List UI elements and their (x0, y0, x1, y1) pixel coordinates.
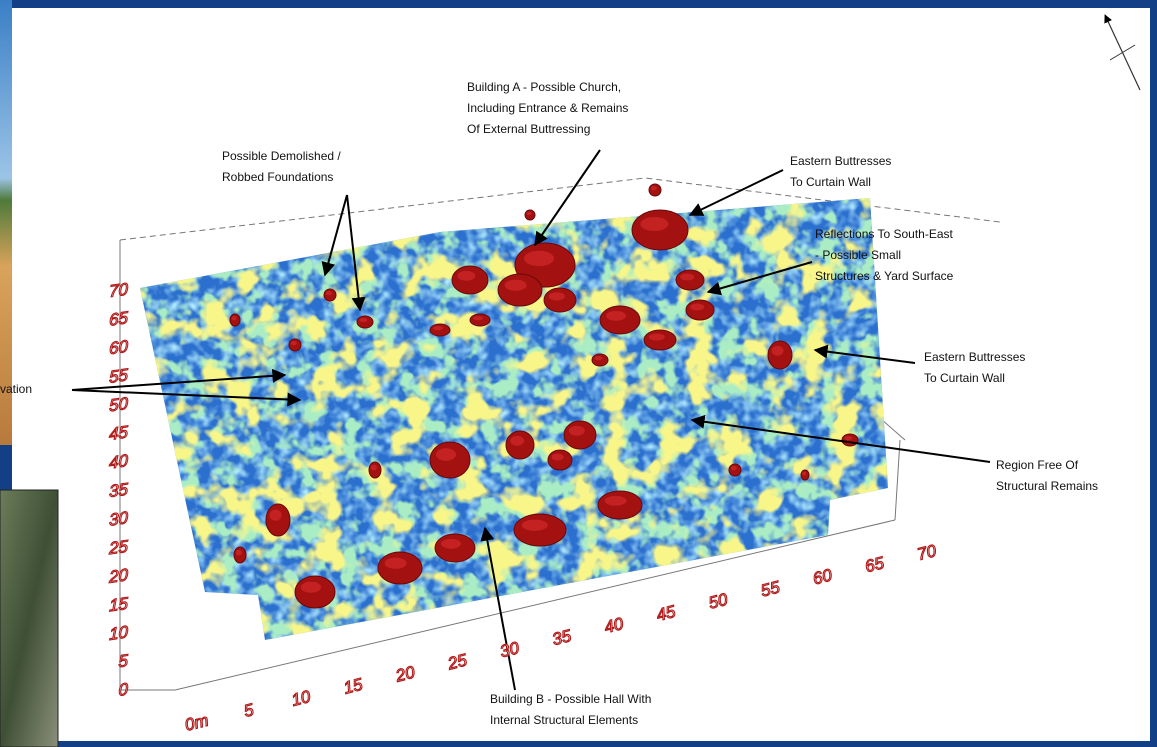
annotation-text: Building A - Possible Church, (467, 80, 621, 94)
y-axis-label: 30 (109, 508, 128, 530)
reflection-highlight (457, 271, 475, 281)
y-axis-label: 15 (109, 594, 128, 616)
reflection-highlight (232, 316, 237, 320)
reflection-highlight (522, 520, 548, 531)
y-axis-label: 65 (109, 308, 128, 330)
reflection-highlight (385, 558, 407, 569)
reflection-highlight (844, 436, 852, 440)
reflection-highlight (441, 539, 461, 549)
annotation-text: vation (0, 382, 32, 396)
reflection-highlight (594, 356, 602, 360)
annotation-text: Reflections To South-East (815, 227, 954, 241)
annotation-text: To Curtain Wall (924, 371, 1005, 385)
annotation-text: Structures & Yard Surface (815, 269, 954, 283)
reflection-highlight (731, 466, 737, 470)
annotation-text: Eastern Buttresses (924, 350, 1025, 364)
y-axis-label: 40 (109, 451, 128, 473)
reflection-highlight (690, 304, 704, 311)
reflection-highlight (640, 217, 668, 231)
reflection-highlight (569, 426, 585, 436)
reflection-highlight (436, 448, 456, 461)
annotation-text: To Curtain Wall (790, 175, 871, 189)
y-axis-label: 60 (109, 337, 128, 359)
reflection-highlight (359, 318, 367, 322)
y-axis-label: 45 (109, 422, 128, 444)
y-axis-label: 20 (108, 565, 128, 587)
annotation-text: Of External Buttressing (467, 122, 590, 136)
page: {"annotations": [ {"lines": ["Building A… (0, 0, 1157, 747)
annotation-text: Eastern Buttresses (790, 154, 891, 168)
reflection-highlight (772, 346, 784, 356)
reflection-highlight (552, 454, 564, 461)
reflection-highlight (549, 292, 565, 300)
annotation-text: Region Free Of (996, 458, 1079, 472)
reflection-highlight (433, 326, 443, 330)
reflection-highlight (651, 186, 657, 190)
y-axis-label: 10 (109, 622, 128, 644)
reflection-highlight (510, 436, 524, 446)
reflection-highlight (326, 291, 332, 295)
y-axis-label: 55 (109, 365, 128, 387)
reflection-highlight (680, 274, 694, 281)
annotation-text: Possible Demolished / (222, 149, 341, 163)
reflection-highlight (270, 510, 282, 521)
annotation-text: Building B - Possible Hall With (490, 692, 651, 706)
annotation-text: - Possible Small (815, 248, 901, 262)
annotation-text: Internal Structural Elements (490, 713, 638, 727)
aerial-photo (0, 490, 58, 747)
reflection-highlight (524, 251, 554, 266)
reflection-highlight (291, 341, 297, 345)
inset-photo (0, 0, 12, 445)
reflection-highlight (802, 472, 806, 476)
annotation-text: Structural Remains (996, 479, 1098, 493)
reflection-highlight (606, 311, 626, 321)
reflection-highlight (527, 212, 532, 216)
y-axis-label: 0 (119, 679, 129, 699)
slide: Building A - Possible Church, Including E… (0, 0, 1157, 747)
annotation-text: Robbed Foundations (222, 170, 333, 184)
reflection-highlight (301, 582, 321, 593)
reflection-highlight (649, 334, 665, 341)
reflection-highlight (236, 550, 242, 556)
y-axis-label: 70 (109, 279, 128, 301)
y-axis-label: 25 (108, 537, 128, 559)
reflection-highlight (371, 465, 377, 471)
reflection-highlight (605, 496, 627, 506)
reflection-highlight (505, 280, 527, 291)
y-axis-label: 5 (119, 651, 129, 671)
annotation-text: Including Entrance & Remains (467, 101, 628, 115)
reflection-highlight (473, 316, 483, 320)
y-axis-label: 35 (109, 479, 128, 501)
y-axis-label: 50 (109, 394, 128, 416)
